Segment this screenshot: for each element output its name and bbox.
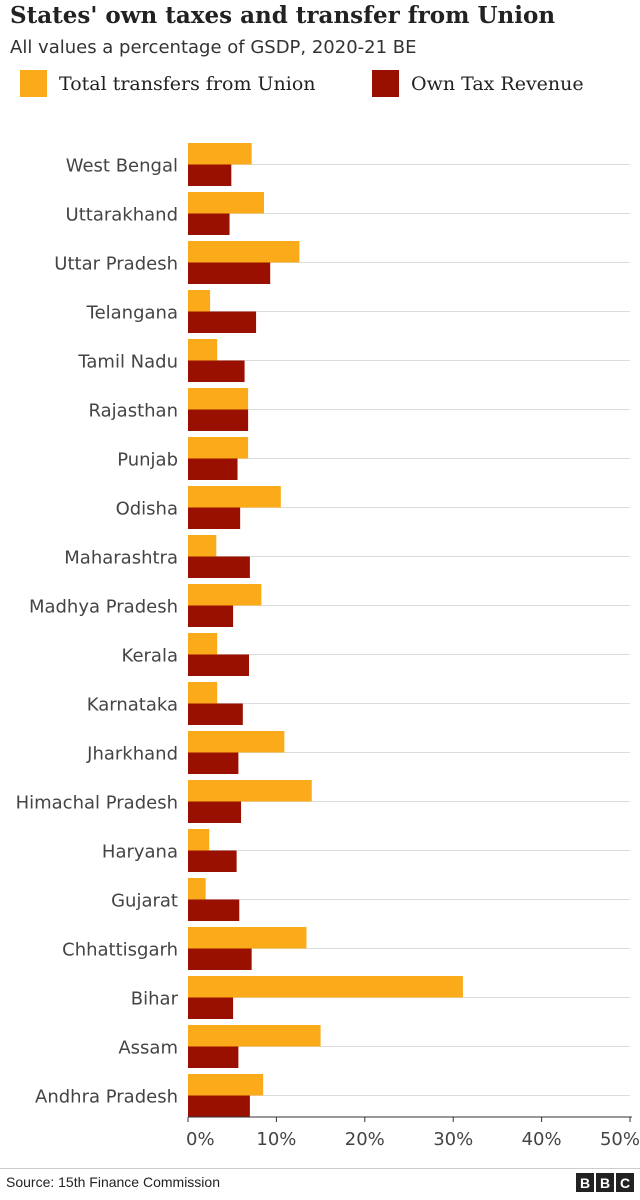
x-tick-label: 10% — [256, 1129, 296, 1150]
category-label: Maharashtra — [64, 548, 178, 569]
bar-transfers — [188, 437, 249, 459]
category-label: Haryana — [102, 842, 178, 863]
chart-subtitle: All values a percentage of GSDP, 2020-21… — [10, 37, 417, 58]
bar-own-tax — [188, 556, 250, 578]
legend-swatch-own-tax — [372, 70, 399, 97]
legend-item-own-tax: Own Tax Revenue — [372, 70, 584, 97]
bar-transfers — [188, 584, 262, 606]
bar-transfers — [188, 290, 211, 312]
bar-own-tax — [188, 409, 249, 431]
bar-transfers — [188, 1025, 321, 1047]
category-label: Uttarakhand — [66, 205, 178, 226]
bar-own-tax — [188, 164, 232, 186]
category-label: Chhattisgarh — [62, 940, 178, 961]
footer-divider — [0, 1168, 640, 1169]
category-label: Telangana — [86, 303, 178, 324]
bar-transfers — [188, 927, 307, 949]
category-label: Himachal Pradesh — [16, 793, 178, 814]
logo-letter: B — [596, 1173, 614, 1192]
category-label: Karnataka — [87, 695, 178, 716]
category-label: Odisha — [116, 499, 178, 520]
chart-title: States' own taxes and transfer from Unio… — [10, 2, 556, 29]
bar-transfers — [188, 633, 218, 655]
bar-own-tax — [188, 507, 241, 529]
x-tick-label: 0% — [186, 1129, 215, 1150]
category-label: Bihar — [131, 989, 179, 1010]
bar-transfers — [188, 241, 300, 263]
category-label: Andhra Pradesh — [35, 1087, 178, 1108]
category-label: Madhya Pradesh — [29, 597, 178, 618]
x-tick-label: 50% — [600, 1129, 640, 1150]
x-tick-label: 30% — [433, 1129, 473, 1150]
bar-own-tax — [188, 703, 243, 725]
category-label: Assam — [118, 1038, 178, 1059]
category-label: Rajasthan — [89, 401, 178, 422]
x-tick-label: 40% — [522, 1129, 562, 1150]
bar-own-tax — [188, 850, 237, 872]
bar-own-tax — [188, 801, 242, 823]
bar-own-tax — [188, 262, 271, 284]
legend-label: Own Tax Revenue — [411, 72, 584, 95]
bar-transfers — [188, 339, 218, 361]
bar-transfers — [188, 143, 252, 165]
logo-letter: C — [616, 1173, 634, 1192]
bar-transfers — [188, 192, 265, 214]
bar-own-tax — [188, 1095, 250, 1117]
category-label: Jharkhand — [86, 744, 178, 765]
legend-item-transfers: Total transfers from Union — [20, 70, 316, 97]
category-label: Punjab — [117, 450, 178, 471]
category-label: Tamil Nadu — [77, 352, 178, 373]
x-tick-label: 20% — [345, 1129, 385, 1150]
source-note: Source: 15th Finance Commission — [6, 1174, 220, 1190]
category-label: Kerala — [122, 646, 178, 667]
bar-own-tax — [188, 360, 245, 382]
legend-label: Total transfers from Union — [59, 72, 316, 95]
bar-own-tax — [188, 997, 234, 1019]
bar-transfers — [188, 976, 463, 998]
bar-transfers — [188, 829, 210, 851]
bar-transfers — [188, 486, 281, 508]
bar-transfers — [188, 682, 218, 704]
bar-own-tax — [188, 899, 240, 921]
bar-own-tax — [188, 1046, 239, 1068]
bar-transfers — [188, 1074, 264, 1096]
bar-own-tax — [188, 752, 239, 774]
bar-own-tax — [188, 311, 257, 333]
category-label: Uttar Pradesh — [54, 254, 178, 275]
bar-own-tax — [188, 458, 238, 480]
category-label: Gujarat — [111, 891, 178, 912]
bar-transfers — [188, 780, 312, 802]
bar-own-tax — [188, 654, 249, 676]
category-label: West Bengal — [66, 156, 178, 177]
bar-own-tax — [188, 948, 252, 970]
bar-transfers — [188, 731, 285, 753]
bar-transfers — [188, 388, 249, 410]
bar-chart: West Bengal Uttarakhand Uttar Pradesh Telan… — [16, 143, 640, 1150]
logo-letter: B — [576, 1173, 594, 1192]
bar-transfers — [188, 535, 217, 557]
bbc-logo: B B C — [576, 1173, 634, 1192]
bar-own-tax — [188, 213, 230, 235]
bar-transfers — [188, 878, 206, 900]
legend-swatch-transfers — [20, 70, 47, 97]
bar-own-tax — [188, 605, 234, 627]
